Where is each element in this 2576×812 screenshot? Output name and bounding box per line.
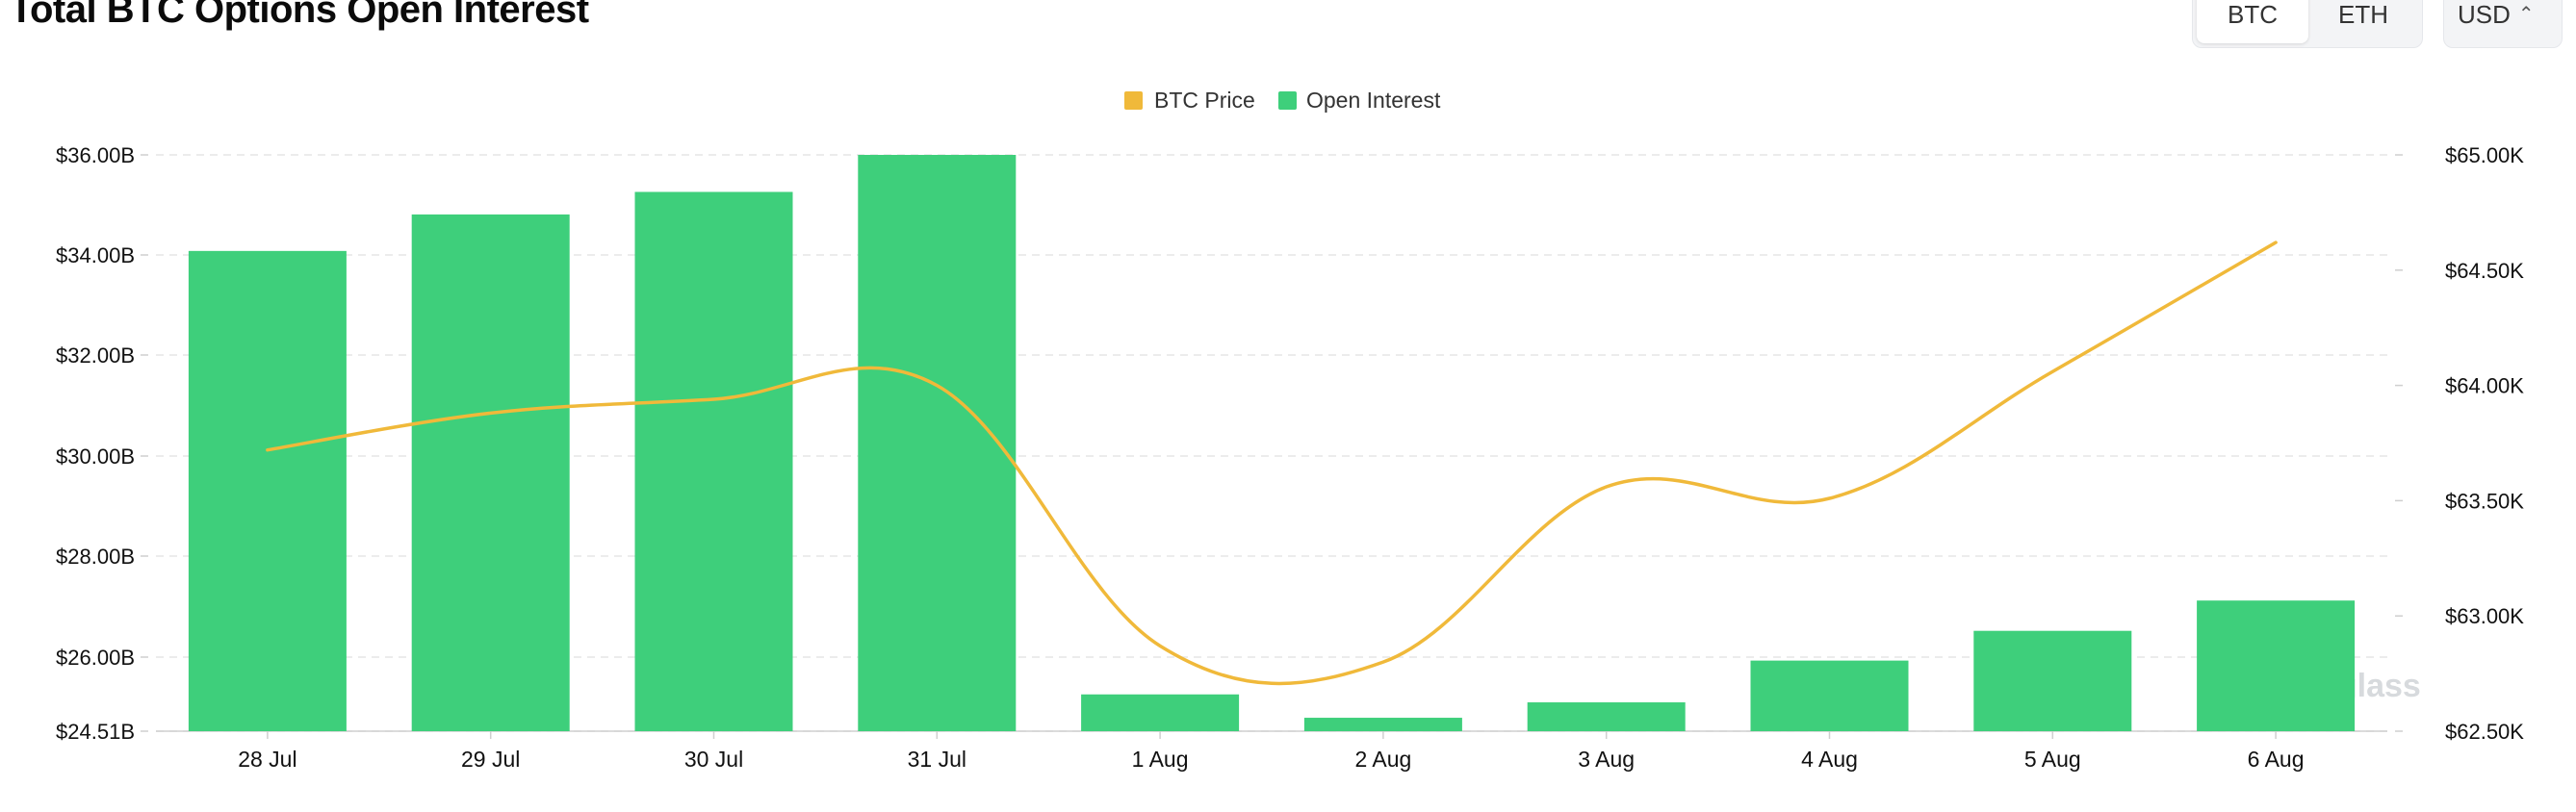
y-right-tick-label: $63.50K: [2445, 489, 2524, 513]
y-right-tick-label: $64.50K: [2445, 259, 2524, 283]
y-right-tick-label: $64.00K: [2445, 374, 2524, 398]
bar-open-interest-2: [411, 214, 570, 731]
asset-toggle: BTC ETH: [2192, 0, 2423, 48]
y-right-tick-label: $62.50K: [2445, 720, 2524, 744]
legend-label-btc-price: BTC Price: [1154, 88, 1255, 113]
legend-swatch-btc-price: [1124, 91, 1143, 110]
page-title: Total BTC Options Open Interest: [10, 0, 589, 31]
y-left-tick-label: $24.51B: [56, 720, 135, 744]
y-right-tick-label: $65.00K: [2445, 143, 2524, 167]
x-tick-label: 31 Jul: [908, 747, 966, 772]
legend: BTC Price Open Interest: [1124, 88, 1441, 113]
x-tick-label: 1 Aug: [1132, 747, 1189, 772]
bar-open-interest-1: [188, 250, 347, 731]
y-left-tick-label: $26.00B: [56, 646, 135, 670]
bar-open-interest-9: [1973, 630, 2132, 731]
legend-label-open-interest: Open Interest: [1306, 88, 1441, 113]
y-left-tick-label: $36.00B: [56, 143, 135, 167]
bar-open-interest-7: [1527, 702, 1686, 731]
x-tick-label: 30 Jul: [684, 747, 743, 772]
x-tick-label: 6 Aug: [2248, 747, 2305, 772]
y-left-tick-label: $32.00B: [56, 343, 135, 368]
x-tick-label: 28 Jul: [238, 747, 296, 772]
open-interest-bars: [188, 155, 2356, 732]
legend-swatch-open-interest: [1278, 91, 1297, 110]
y-left-tick-label: $34.00B: [56, 243, 135, 267]
legend-item-open-interest[interactable]: Open Interest: [1278, 88, 1441, 113]
bar-open-interest-5: [1081, 694, 1240, 731]
bar-open-interest-8: [1750, 660, 1909, 731]
tab-btc[interactable]: BTC: [2197, 0, 2308, 43]
bar-open-interest-3: [634, 191, 793, 732]
bar-open-interest-4: [858, 155, 1017, 731]
bar-open-interest-6: [1303, 718, 1462, 731]
line-btc-price: [266, 241, 2278, 686]
bar-open-interest-10: [2197, 600, 2356, 731]
y-right-tick-label: $63.00K: [2445, 604, 2524, 628]
currency-select[interactable]: USD ⌃: [2443, 0, 2563, 48]
tab-eth[interactable]: ETH: [2337, 0, 2388, 29]
x-tick-label: 5 Aug: [2024, 747, 2081, 772]
x-tick-label: 3 Aug: [1578, 747, 1635, 772]
y-axis-left: $36.00B $34.00B $32.00B $30.00B $28.00B $26.0…: [56, 143, 148, 744]
y-axis-right: $65.00K $64.50K $64.00K $63.50K $63.00K $62.5…: [2395, 143, 2524, 744]
x-axis: 28 Jul 29 Jul 30 Jul 31 Jul 1 Aug 2 Aug 3 Aug 4…: [238, 731, 2305, 772]
currency-value: USD: [2458, 0, 2511, 29]
legend-item-btc-price[interactable]: BTC Price: [1124, 88, 1255, 113]
x-tick-label: 4 Aug: [1801, 747, 1858, 772]
y-left-tick-label: $30.00B: [56, 444, 135, 469]
y-left-tick-label: $28.00B: [56, 545, 135, 569]
x-tick-label: 2 Aug: [1354, 747, 1411, 772]
btc-price-line: [266, 241, 2278, 686]
x-tick-label: 29 Jul: [461, 747, 520, 772]
chevron-updown-icon: ⌃: [2517, 4, 2535, 25]
